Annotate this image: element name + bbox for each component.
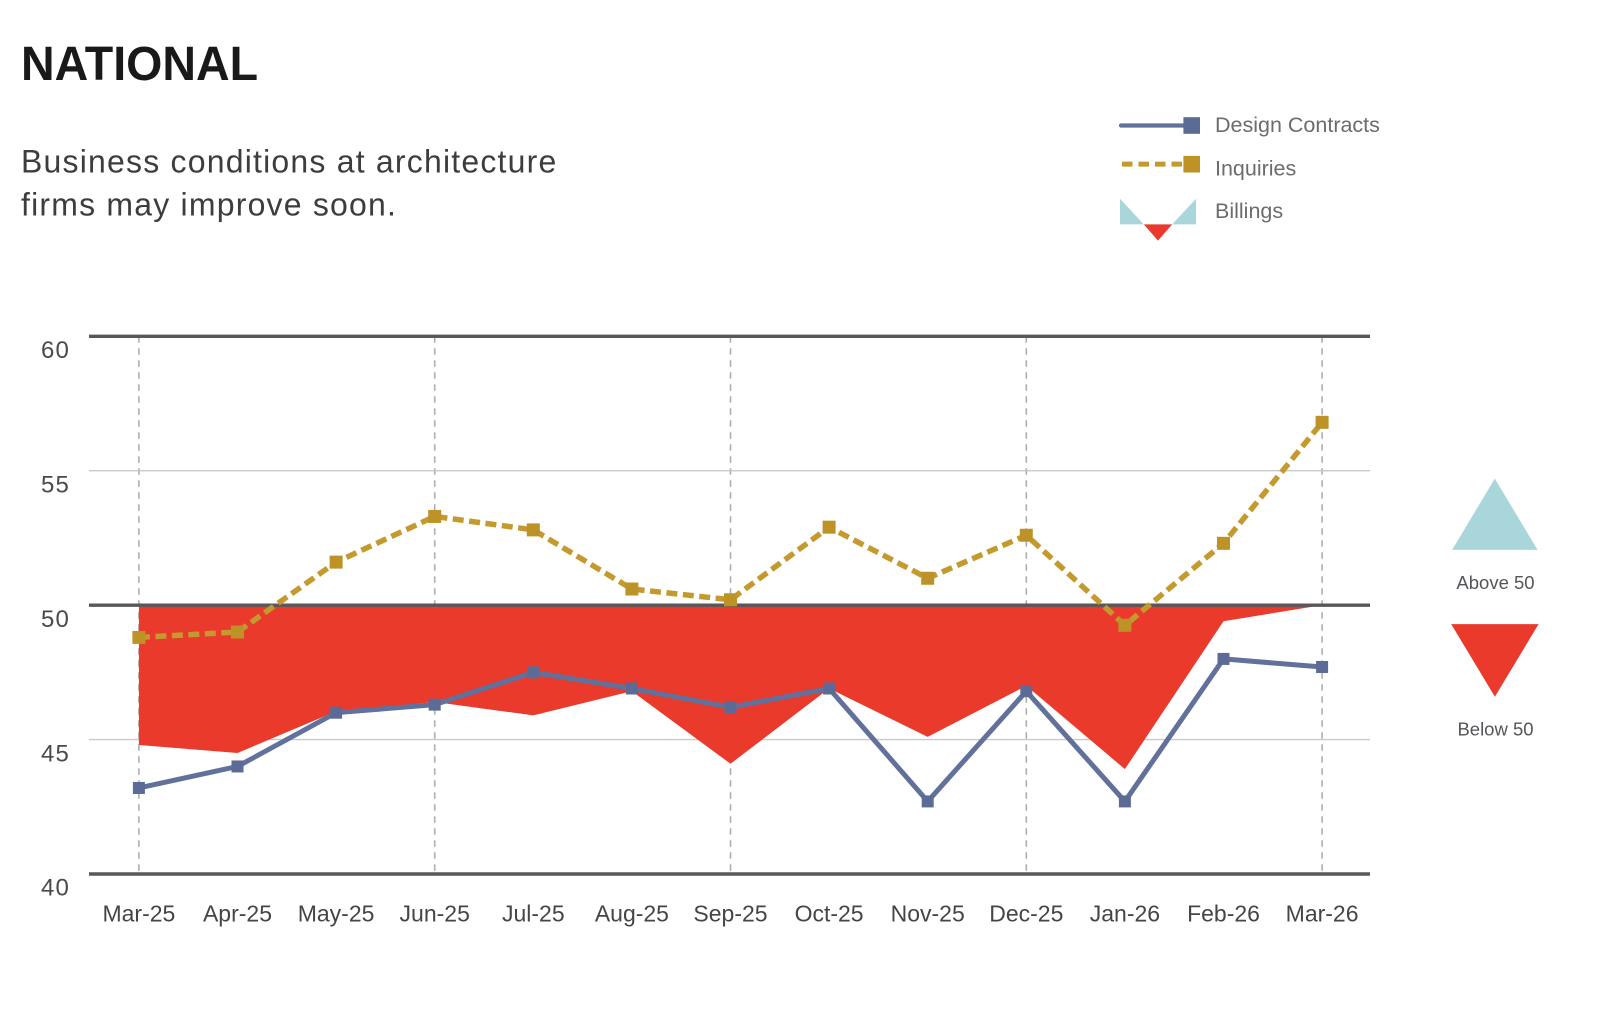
svg-text:Mar-26: Mar-26 bbox=[1286, 900, 1359, 926]
svg-text:Apr-25: Apr-25 bbox=[203, 900, 272, 926]
svg-text:Aug-25: Aug-25 bbox=[595, 900, 669, 926]
svg-text:Billings: Billings bbox=[1215, 199, 1283, 223]
svg-text:40: 40 bbox=[41, 875, 70, 902]
svg-text:Below 50: Below 50 bbox=[1457, 718, 1533, 739]
svg-text:50: 50 bbox=[41, 606, 70, 633]
svg-text:60: 60 bbox=[41, 337, 70, 364]
svg-text:Dec-25: Dec-25 bbox=[989, 900, 1063, 926]
svg-text:Jun-25: Jun-25 bbox=[400, 900, 470, 926]
svg-text:Business conditions at archite: Business conditions at architecture bbox=[21, 144, 557, 180]
svg-text:Jul-25: Jul-25 bbox=[502, 900, 565, 926]
svg-text:firms may improve soon.: firms may improve soon. bbox=[21, 187, 397, 223]
svg-text:Nov-25: Nov-25 bbox=[891, 900, 965, 926]
svg-text:55: 55 bbox=[41, 471, 70, 498]
svg-text:Inquiries: Inquiries bbox=[1215, 157, 1296, 181]
svg-text:May-25: May-25 bbox=[298, 900, 375, 926]
svg-text:Above 50: Above 50 bbox=[1456, 572, 1534, 593]
svg-text:Jan-26: Jan-26 bbox=[1090, 900, 1160, 926]
svg-text:Sep-25: Sep-25 bbox=[693, 900, 767, 926]
svg-text:Feb-26: Feb-26 bbox=[1187, 900, 1260, 926]
svg-text:NATIONAL: NATIONAL bbox=[21, 38, 258, 91]
svg-text:Oct-25: Oct-25 bbox=[795, 900, 864, 926]
svg-text:Mar-25: Mar-25 bbox=[102, 900, 175, 926]
svg-text:Design Contracts: Design Contracts bbox=[1215, 113, 1380, 137]
svg-text:45: 45 bbox=[41, 740, 70, 767]
